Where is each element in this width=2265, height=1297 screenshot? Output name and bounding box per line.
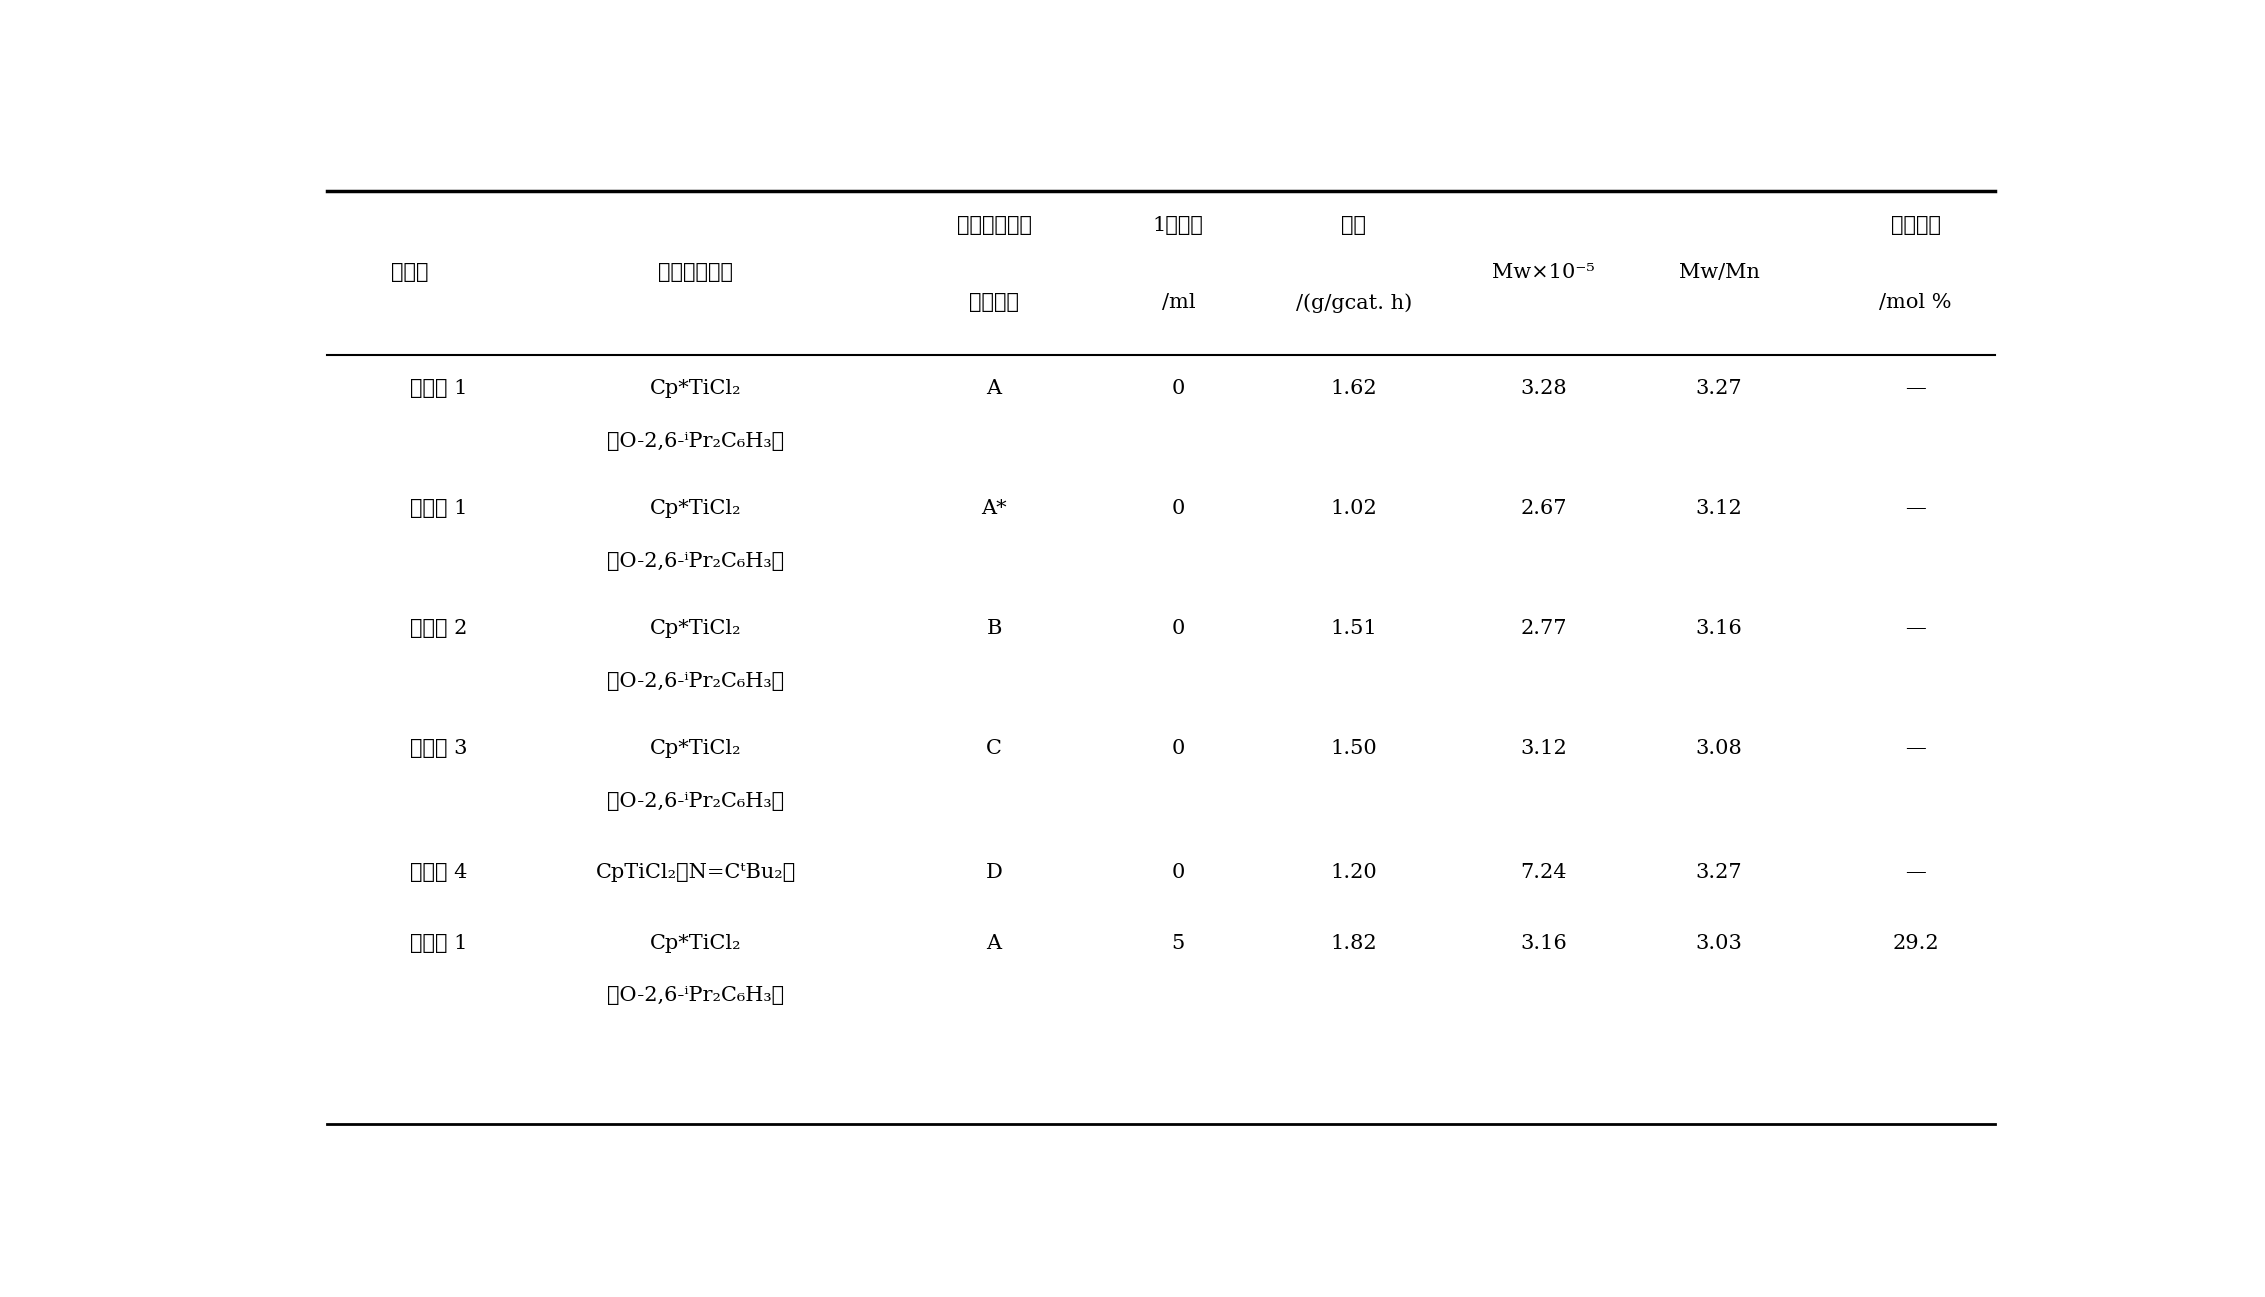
Text: —: — bbox=[1905, 739, 1925, 757]
Text: /mol %: /mol % bbox=[1880, 293, 1952, 313]
Text: 3.16: 3.16 bbox=[1520, 934, 1567, 953]
Text: 实施例 1: 实施例 1 bbox=[410, 380, 467, 398]
Text: 0: 0 bbox=[1171, 739, 1185, 757]
Text: 5: 5 bbox=[1171, 934, 1185, 953]
Text: 3.27: 3.27 bbox=[1696, 380, 1742, 398]
Text: 3.08: 3.08 bbox=[1696, 739, 1742, 757]
Text: 3.03: 3.03 bbox=[1696, 934, 1742, 953]
Text: 0: 0 bbox=[1171, 380, 1185, 398]
Text: —: — bbox=[1905, 863, 1925, 882]
Text: 3.28: 3.28 bbox=[1520, 380, 1567, 398]
Text: 29.2: 29.2 bbox=[1891, 934, 1939, 953]
Text: 己烯含量: 己烯含量 bbox=[1891, 215, 1941, 235]
Text: A: A bbox=[988, 380, 1001, 398]
Text: /(g/gcat. h): /(g/gcat. h) bbox=[1296, 293, 1411, 313]
Text: 实施例 4: 实施例 4 bbox=[410, 863, 467, 882]
Text: 实施例 3: 实施例 3 bbox=[410, 739, 467, 757]
Text: CpTiCl₂（N=CᵗBu₂）: CpTiCl₂（N=CᵗBu₂） bbox=[596, 863, 795, 882]
Text: （O-2,6-ⁱPr₂C₆H₃）: （O-2,6-ⁱPr₂C₆H₃） bbox=[607, 553, 784, 571]
Text: （O-2,6-ⁱPr₂C₆H₃）: （O-2,6-ⁱPr₂C₆H₃） bbox=[607, 791, 784, 811]
Text: 2.77: 2.77 bbox=[1520, 619, 1567, 638]
Text: 1.82: 1.82 bbox=[1330, 934, 1377, 953]
Text: 3.16: 3.16 bbox=[1696, 619, 1742, 638]
Text: Cp*TiCl₂: Cp*TiCl₂ bbox=[650, 380, 741, 398]
Text: 实施例 2: 实施例 2 bbox=[410, 619, 467, 638]
Text: Cp*TiCl₂: Cp*TiCl₂ bbox=[650, 499, 741, 519]
Text: 单茂金属前体: 单茂金属前体 bbox=[659, 263, 734, 283]
Text: D: D bbox=[985, 863, 1003, 882]
Text: 活性: 活性 bbox=[1341, 215, 1366, 235]
Text: Cp*TiCl₂: Cp*TiCl₂ bbox=[650, 619, 741, 638]
Text: 0: 0 bbox=[1171, 619, 1185, 638]
Text: 0: 0 bbox=[1171, 863, 1185, 882]
Text: （O-2,6-ⁱPr₂C₆H₃）: （O-2,6-ⁱPr₂C₆H₃） bbox=[607, 672, 784, 691]
Text: 实施例: 实施例 bbox=[392, 263, 428, 283]
Text: 1－己烯: 1－己烯 bbox=[1153, 215, 1203, 235]
Text: Mw×10⁻⁵: Mw×10⁻⁵ bbox=[1493, 263, 1595, 283]
Text: 1.62: 1.62 bbox=[1330, 380, 1377, 398]
Text: Mw/Mn: Mw/Mn bbox=[1678, 263, 1760, 283]
Text: Cp*TiCl₂: Cp*TiCl₂ bbox=[650, 739, 741, 757]
Text: （O-2,6-ⁱPr₂C₆H₃）: （O-2,6-ⁱPr₂C₆H₃） bbox=[607, 432, 784, 451]
Text: —: — bbox=[1905, 619, 1925, 638]
Text: 0: 0 bbox=[1171, 499, 1185, 519]
Text: /ml: /ml bbox=[1162, 293, 1196, 313]
Text: 负载化单茂金: 负载化单茂金 bbox=[956, 215, 1031, 235]
Text: B: B bbox=[985, 619, 1001, 638]
Text: 1.51: 1.51 bbox=[1330, 619, 1377, 638]
Text: C: C bbox=[985, 739, 1001, 757]
Text: 3.27: 3.27 bbox=[1696, 863, 1742, 882]
Text: 3.12: 3.12 bbox=[1520, 739, 1567, 757]
Text: A: A bbox=[988, 934, 1001, 953]
Text: 实施例 1: 实施例 1 bbox=[410, 934, 467, 953]
Text: 1.50: 1.50 bbox=[1330, 739, 1377, 757]
Text: 属催化剂: 属催化剂 bbox=[969, 293, 1019, 313]
Text: 比较例 1: 比较例 1 bbox=[410, 499, 467, 519]
Text: 1.20: 1.20 bbox=[1330, 863, 1377, 882]
Text: 2.67: 2.67 bbox=[1520, 499, 1567, 519]
Text: —: — bbox=[1905, 499, 1925, 519]
Text: —: — bbox=[1905, 380, 1925, 398]
Text: 1.02: 1.02 bbox=[1330, 499, 1377, 519]
Text: 3.12: 3.12 bbox=[1696, 499, 1742, 519]
Text: Cp*TiCl₂: Cp*TiCl₂ bbox=[650, 934, 741, 953]
Text: （O-2,6-ⁱPr₂C₆H₃）: （O-2,6-ⁱPr₂C₆H₃） bbox=[607, 987, 784, 1005]
Text: 7.24: 7.24 bbox=[1520, 863, 1567, 882]
Text: A*: A* bbox=[981, 499, 1008, 519]
